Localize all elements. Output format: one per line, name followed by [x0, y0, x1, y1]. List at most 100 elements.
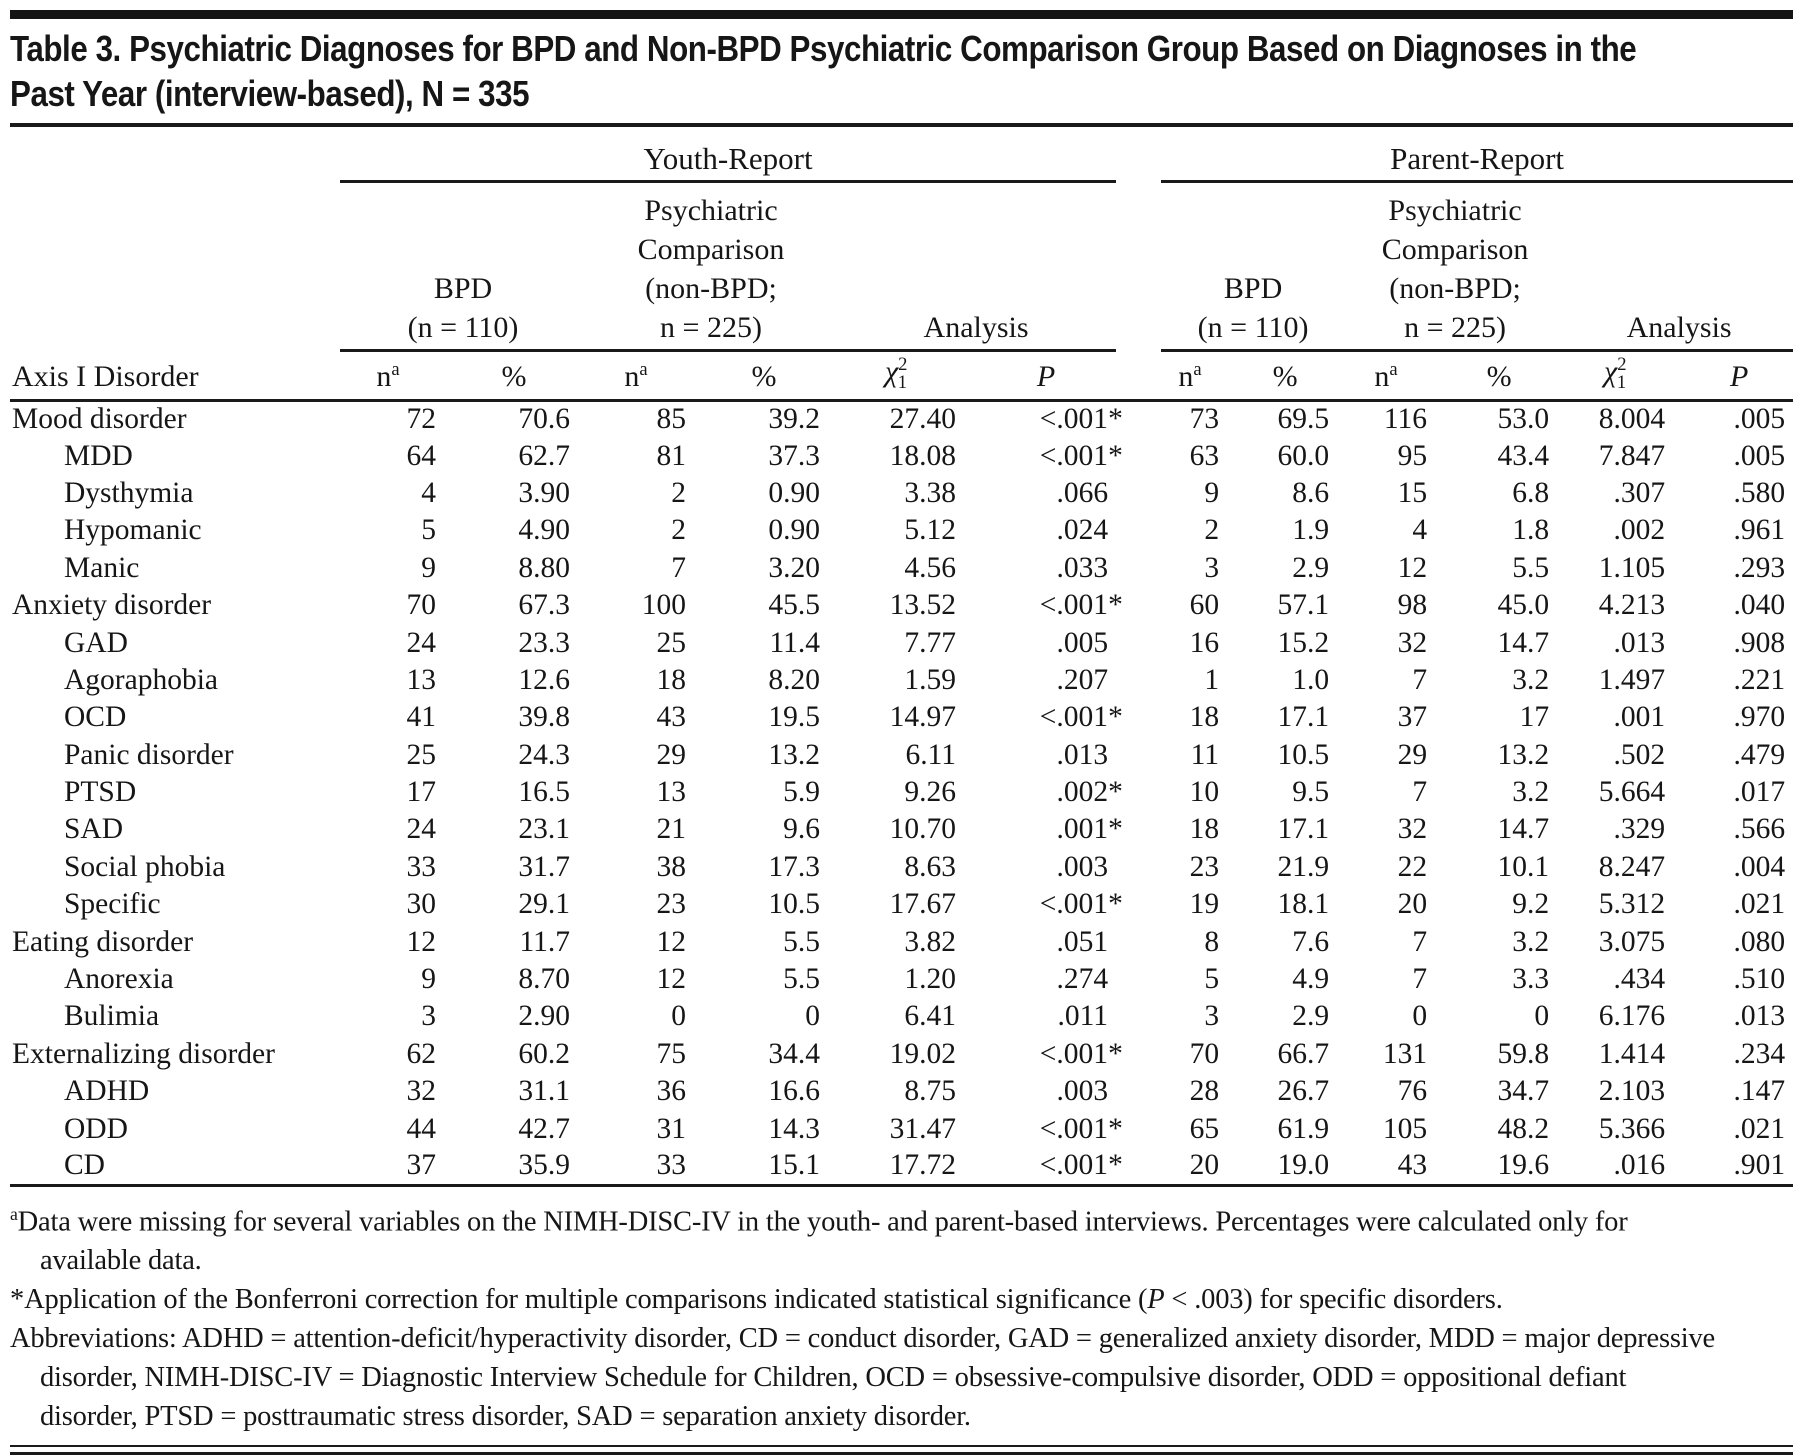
value-cell: 0 [1412, 1000, 1428, 1033]
value-cell: .234 [1733, 1037, 1786, 1070]
value-cell: 15 [1397, 476, 1428, 509]
disorder-label: Specific [64, 888, 161, 921]
value-cell: 0 [671, 1000, 686, 1033]
value-cell: 17 [406, 776, 437, 809]
value-cell: .013 [1733, 1000, 1786, 1033]
value-cell: 18.1 [1277, 888, 1330, 921]
value-cell: 14.7 [1497, 813, 1550, 846]
value-cell: 37 [1397, 701, 1428, 734]
value-cell: 5.9 [783, 776, 820, 809]
disorder-label: Panic disorder [64, 738, 234, 771]
value-cell: .013 [1056, 738, 1109, 771]
value-cell: .970 [1733, 701, 1786, 734]
percent-header: % [1449, 350, 1566, 402]
value-cell: 11.4 [769, 626, 820, 659]
value-cell: 19.0 [1277, 1149, 1330, 1182]
value-cell: 32 [1397, 626, 1428, 659]
value-cell: 3.38 [904, 476, 956, 509]
value-cell: 131 [1382, 1037, 1428, 1070]
value-cell: 3.90 [518, 476, 570, 509]
table-row: SAD 24 23.1 21 9.6 10.70 .001* 18 17.1 3… [10, 811, 1793, 848]
percent-header: % [1241, 350, 1346, 402]
value-cell: 5.5 [1512, 551, 1550, 584]
value-cell: .066 [1056, 476, 1109, 509]
value-cell: 17.67 [889, 888, 956, 921]
value-cell: 6.11 [905, 738, 956, 771]
value-cell: 15.1 [768, 1149, 820, 1182]
value-cell: .017 [1733, 776, 1786, 809]
gap-cell [1116, 811, 1161, 848]
value-cell: 2.9 [1292, 1000, 1330, 1033]
value-cell: 32 [406, 1075, 437, 1108]
disorder-label: Dysthymia [64, 476, 194, 509]
axis-disorder-header: Axis I Disorder [10, 350, 340, 402]
gap-cell [1116, 923, 1161, 960]
value-cell: 13.2 [768, 738, 820, 771]
value-cell: 37.3 [768, 439, 820, 472]
value-cell: 8.6 [1292, 476, 1330, 509]
value-cell: 6.8 [1512, 476, 1550, 509]
table-row: Mood disorder 72 70.6 85 39.2 27.40 <.00… [10, 400, 1793, 437]
value-cell: 1.414 [1598, 1037, 1666, 1070]
value-cell: 3.82 [904, 925, 956, 958]
value-cell: .004 [1733, 850, 1786, 883]
value-cell: 43 [1397, 1149, 1428, 1182]
value-cell: 60 [1189, 589, 1220, 622]
parent-bpd-header: BPD (n = 110) [1161, 181, 1346, 352]
chi-square-header: χ21 [1565, 350, 1694, 402]
value-cell: .002 [1613, 514, 1666, 547]
value-cell: 3 [1204, 551, 1220, 584]
value-cell: 5.12 [904, 514, 956, 547]
value-cell: .003 [1056, 850, 1109, 883]
value-cell: 14.3 [768, 1112, 820, 1145]
n-header: na [340, 350, 458, 402]
value-cell: .566 [1733, 813, 1786, 846]
value-cell: .011 [1057, 1000, 1109, 1033]
table-title-line2: Past Year (interview-based), N = 335 [10, 73, 530, 114]
value-cell: 9.6 [783, 813, 820, 846]
value-cell: 100 [641, 589, 686, 622]
value-cell: 7 [1412, 925, 1428, 958]
value-cell: 45.5 [768, 589, 820, 622]
value-cell: 29.1 [518, 888, 570, 921]
value-cell: 31.47 [889, 1112, 956, 1145]
value-cell: 18 [1189, 701, 1220, 734]
youth-analysis-header: Analysis [836, 181, 1117, 352]
disorder-label: Anxiety disorder [12, 589, 212, 622]
table-row: MDD 64 62.7 81 37.3 18.08 <.001* 63 60.0… [10, 437, 1793, 474]
gap-cell [1116, 1036, 1161, 1073]
column-gap [1116, 181, 1161, 350]
value-cell: 70.6 [518, 402, 570, 435]
value-cell: .016 [1613, 1149, 1666, 1182]
value-cell: 31.7 [518, 850, 570, 883]
table-row: Anxiety disorder 70 67.3 100 45.5 13.52 … [10, 587, 1793, 624]
value-cell: .479 [1733, 738, 1786, 771]
value-cell: 0 [1534, 1000, 1550, 1033]
value-cell: <.001* [1039, 402, 1123, 435]
value-cell: 9.5 [1292, 776, 1330, 809]
value-cell: 17 [1519, 701, 1550, 734]
parent-report-header: Parent-Report [1161, 129, 1794, 183]
table-row: Bulimia 3 2.90 0 0 6.41 .011 3 2.9 0 0 6… [10, 998, 1793, 1035]
value-cell: 21 [656, 813, 687, 846]
gap-cell [1116, 475, 1161, 512]
table-body: Mood disorder 72 70.6 85 39.2 27.40 <.00… [10, 400, 1793, 1185]
table-row: ADHD 32 31.1 36 16.6 8.75 .003 28 26.7 7… [10, 1073, 1793, 1110]
value-cell: 0.90 [768, 476, 820, 509]
value-cell: 4.213 [1598, 589, 1666, 622]
gap-cell [1116, 961, 1161, 998]
value-cell: 65 [1189, 1112, 1220, 1145]
spacer [10, 129, 340, 181]
value-cell: 7.847 [1598, 439, 1666, 472]
value-cell: 0 [805, 1000, 820, 1033]
value-cell: 7 [671, 551, 686, 584]
value-cell: .001 [1613, 701, 1666, 734]
value-cell: 3 [421, 1000, 436, 1033]
table-row: Agoraphobia 13 12.6 18 8.20 1.59 .207 1 … [10, 662, 1793, 699]
value-cell: 32 [1397, 813, 1428, 846]
gap-cell [1116, 1073, 1161, 1110]
value-cell: 3.075 [1598, 925, 1666, 958]
value-cell: .207 [1056, 663, 1109, 696]
value-cell: 10.1 [1497, 850, 1550, 883]
value-cell: .901 [1733, 1149, 1786, 1182]
